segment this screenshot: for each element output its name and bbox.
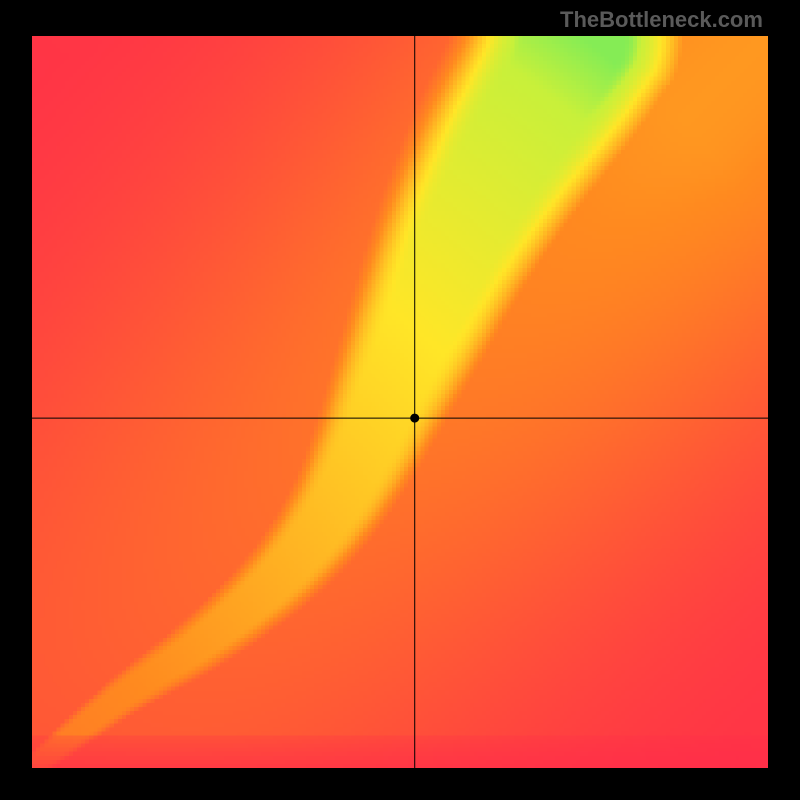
- bottleneck-heatmap: [32, 36, 768, 768]
- chart-container: TheBottleneck.com: [0, 0, 800, 800]
- watermark-text: TheBottleneck.com: [560, 7, 763, 33]
